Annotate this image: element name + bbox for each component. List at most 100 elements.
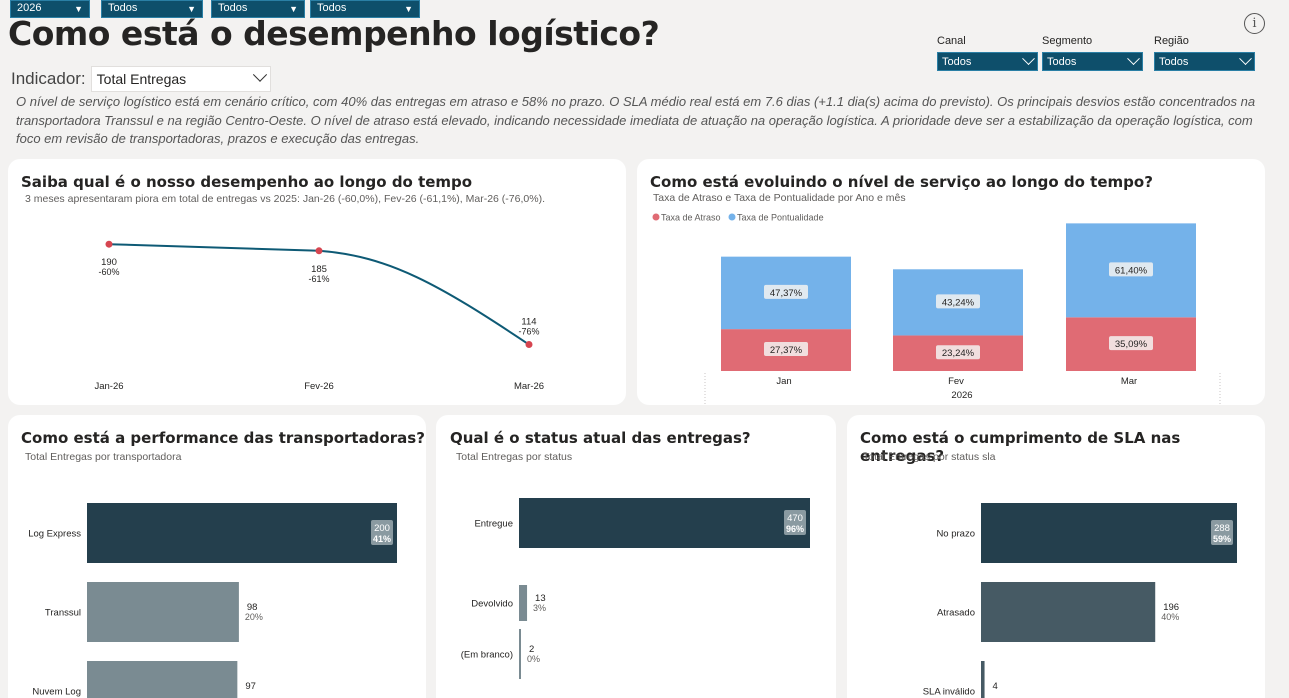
bar: [519, 498, 810, 548]
filter-segmento-dropdown[interactable]: Todos: [1042, 52, 1143, 71]
bar: [519, 585, 528, 621]
chevron-down-icon: [1127, 52, 1140, 66]
data-label-atraso: 23,24%: [942, 348, 975, 359]
filter-label: Região: [1154, 35, 1189, 47]
indicator-dropdown[interactable]: Total Entregas: [90, 66, 271, 92]
data-label-value: 2: [529, 644, 534, 655]
chevron-down-icon: [1239, 52, 1252, 66]
data-point: [315, 247, 323, 255]
bar: [981, 661, 985, 698]
data-label-pct: 41%: [373, 534, 391, 544]
data-label-pct: -60%: [98, 267, 119, 277]
indicator-row: Indicador: Total Entregas: [11, 66, 271, 92]
filter-label: Canal: [937, 35, 966, 47]
filter-canal: Canal Todos: [937, 35, 1038, 71]
top-slicer-4[interactable]: Todos ▼: [310, 0, 420, 18]
data-label-pontualidade: 47,37%: [770, 288, 803, 299]
data-label-value: 470: [787, 513, 803, 524]
chevron-down-icon: ▼: [404, 4, 413, 14]
data-point: [525, 341, 533, 349]
top-slicer-3[interactable]: Todos ▼: [211, 0, 305, 18]
data-label-bg: [764, 284, 808, 299]
y-category-label: (Em branco): [461, 650, 513, 661]
data-label-bg: [1211, 520, 1233, 545]
data-label-bg: [764, 342, 808, 357]
card-sla: Como está o cumprimento de SLA nas entre…: [847, 415, 1265, 698]
y-category-label: Log Express: [28, 529, 81, 540]
data-label-bg: [1109, 262, 1153, 277]
data-point: [105, 240, 113, 248]
data-label-bg: [936, 294, 980, 309]
info-icon[interactable]: i: [1244, 13, 1265, 34]
data-label-value: 190: [101, 257, 117, 268]
chart-title: Como está o cumprimento de SLA nas entre…: [860, 429, 1181, 465]
data-label-pct: 3%: [533, 603, 546, 613]
chart-title: Saiba qual é o nosso desempenho ao longo…: [21, 173, 473, 191]
card-performance-over-time: Saiba qual é o nosso desempenho ao longo…: [8, 159, 626, 405]
x-tick-label: Jan: [776, 376, 791, 387]
x-tick-label: Jan-26: [94, 381, 123, 392]
stacked-bar-chart: Taxa de Atraso Taxa de Pontualidade 27,37%…: [652, 213, 1221, 405]
y-category-label: Entregue: [474, 519, 513, 530]
y-category-label: Devolvido: [471, 599, 513, 610]
data-label-value: 114: [521, 317, 536, 328]
data-label-pct: -61%: [308, 274, 329, 284]
filter-label: Segmento: [1042, 35, 1093, 47]
data-label-bg: [371, 520, 393, 545]
x-tick-label: Mar: [1121, 376, 1137, 387]
data-label-value: 196: [1163, 602, 1179, 613]
card-delivery-status: Qual é o status atual das entregas? Tota…: [436, 415, 836, 698]
chart-title: Como está a performance das transportado…: [21, 429, 425, 447]
bar: [519, 629, 521, 679]
bar: [87, 661, 238, 698]
data-label-pct: 59%: [1213, 534, 1231, 544]
data-label-bg: [1109, 336, 1153, 351]
chevron-down-icon: [1022, 52, 1035, 66]
filter-canal-dropdown[interactable]: Todos: [937, 52, 1038, 71]
data-label-atraso: 27,37%: [770, 345, 803, 356]
chart-title: Como está evoluindo o nível de serviço a…: [650, 173, 1153, 191]
top-slicer-year[interactable]: 2026 ▼: [10, 0, 90, 18]
bar: [981, 503, 1237, 563]
bar: [87, 503, 397, 563]
bar: [981, 582, 1156, 642]
line-chart: 190-60% 185-61% 114-76% Jan-26 Fev-26 Mar-26: [94, 240, 544, 392]
chevron-down-icon: ▼: [74, 4, 83, 14]
chart-subtitle: Total Entregas por status sla: [863, 451, 996, 463]
data-label-value: 200: [374, 523, 390, 534]
data-label-pct: -76%: [518, 327, 539, 337]
y-category-label: Transsul: [45, 608, 81, 619]
legend-label: Taxa de Pontualidade: [737, 213, 824, 223]
x-tick-label: Mar-26: [514, 381, 544, 392]
y-category-label: Nuvem Log: [32, 687, 81, 698]
chart-title: Qual é o status atual das entregas?: [450, 429, 751, 447]
y-category-label: Atrasado: [937, 608, 975, 619]
data-label-atraso: 35,09%: [1115, 339, 1148, 350]
data-label-pontualidade: 43,24%: [942, 297, 975, 308]
legend-marker: [728, 213, 736, 221]
data-label-value: 4: [993, 681, 998, 692]
narrative-text: O nível de serviço logístico está em cen…: [16, 94, 1256, 146]
chevron-down-icon: ▼: [187, 4, 196, 14]
data-label-value: 288: [1214, 523, 1230, 534]
filter-regiao-dropdown[interactable]: Todos: [1154, 52, 1255, 71]
data-label-bg: [784, 510, 806, 535]
legend-marker: [652, 213, 660, 221]
bar: [87, 582, 239, 642]
x-tick-label: Fev: [948, 376, 964, 387]
chart-subtitle: Taxa de Atraso e Taxa de Pontualidade po…: [653, 192, 906, 204]
data-label-pct: 0%: [527, 654, 540, 664]
filter-regiao: Região Todos: [1154, 35, 1255, 71]
chart-subtitle: Total Entregas por status: [456, 451, 573, 463]
chevron-down-icon: ▼: [289, 4, 298, 14]
legend-label: Taxa de Atraso: [661, 213, 721, 223]
x-axis-label: 2026: [951, 390, 972, 401]
data-label-value: 13: [535, 593, 546, 604]
top-slicer-2[interactable]: Todos ▼: [101, 0, 203, 18]
chart-subtitle: 3 meses apresentaram piora em total de e…: [25, 193, 545, 205]
card-carriers: Como está a performance das transportado…: [8, 415, 426, 698]
x-tick-label: Fev-26: [304, 381, 334, 392]
